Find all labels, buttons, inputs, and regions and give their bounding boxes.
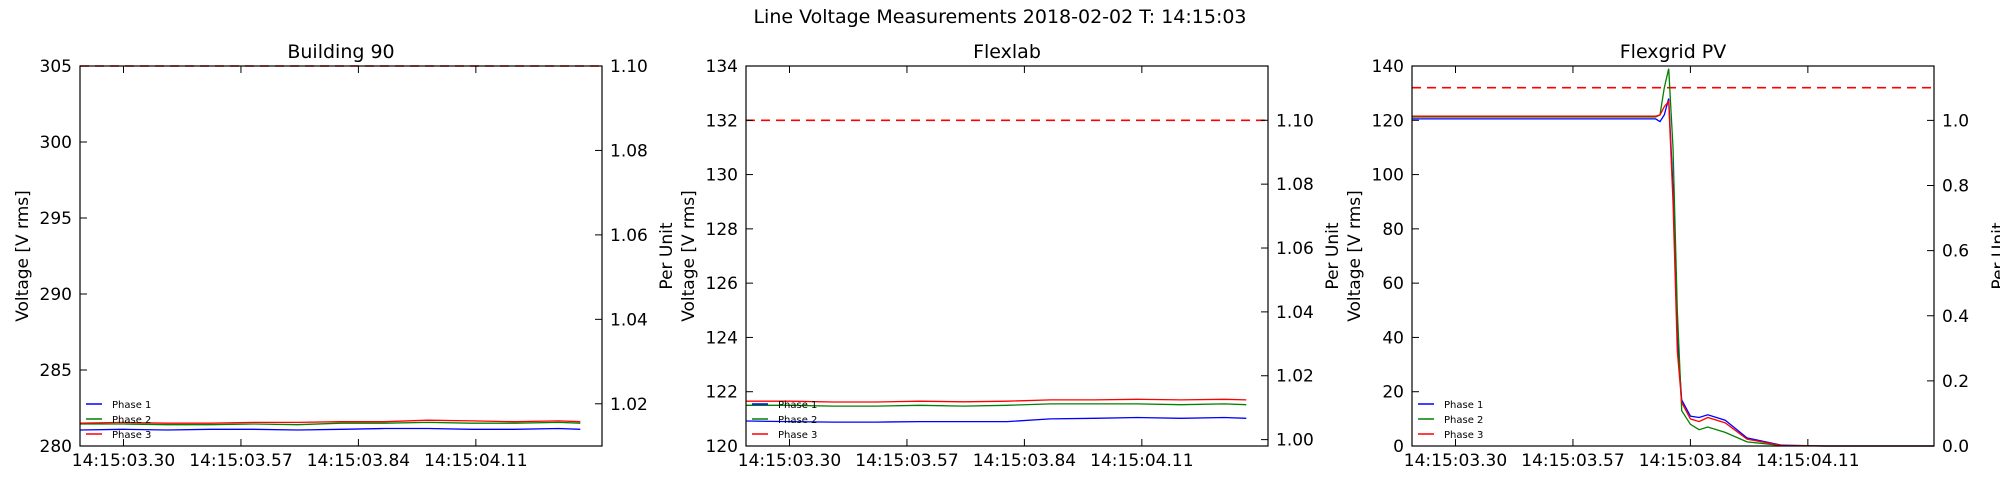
- y-tick-label: 290: [40, 285, 72, 305]
- legend-label-phase-3: Phase 3: [1444, 430, 1483, 441]
- y-tick-label: 280: [40, 437, 72, 457]
- y-tick-label: 285: [40, 361, 72, 381]
- y2-tick-label: 0.8: [1942, 177, 1969, 197]
- y2-tick-label: 1.06: [610, 226, 648, 246]
- plot-frame: [1411, 65, 1935, 447]
- legend-label-phase-2: Phase 2: [112, 415, 151, 426]
- legend-label-phase-2: Phase 2: [1444, 415, 1483, 426]
- y-tick-label: 132: [706, 111, 738, 131]
- x-tick-label: 14:15:03.57: [855, 451, 958, 471]
- figure-title: Line Voltage Measurements 2018-02-02 T: …: [753, 6, 1247, 28]
- y-tick-label: 60: [1382, 274, 1404, 294]
- y2-tick-label: 0.2: [1942, 372, 1969, 392]
- x-tick-label: 14:15:03.57: [189, 451, 292, 471]
- y-tick-label: 295: [40, 209, 72, 229]
- chart-title: Flexgrid PV: [1620, 41, 1727, 63]
- y-axis-label: Voltage [V rms]: [13, 190, 33, 322]
- x-tick-label: 14:15:03.57: [1521, 451, 1624, 471]
- legend-label-phase-1: Phase 1: [778, 400, 817, 411]
- y2-tick-label: 1.08: [1276, 175, 1314, 195]
- y-tick-label: 80: [1382, 220, 1404, 240]
- x-tick-label: 14:15:03.30: [72, 451, 175, 471]
- x-tick-label: 14:15:03.84: [307, 451, 410, 471]
- y-tick-label: 300: [40, 133, 72, 153]
- y-tick-label: 134: [706, 57, 738, 77]
- chart-building-90: Building 90 280 285 290 295 300 305 1.02 1.04 1.0…: [13, 41, 677, 471]
- legend-label-phase-3: Phase 3: [112, 430, 151, 441]
- x-tick-label: 14:15:03.30: [1404, 451, 1507, 471]
- y2-tick-label: 1.04: [610, 310, 648, 330]
- y-tick-label: 130: [706, 166, 738, 186]
- series-line-phase-2: [80, 421, 581, 426]
- y-tick-label: 20: [1382, 383, 1404, 403]
- series-line-phase-3: [746, 398, 1247, 403]
- y2-tick-label: 1.08: [610, 141, 648, 161]
- y2-axis-label: Per Unit: [1323, 222, 1343, 289]
- y2-tick-label: 1.02: [1276, 367, 1314, 387]
- chart-flexgrid-pv: Flexgrid PV 0 20 40 60 80 100 120 140 0.0 0.2 0.4 0.…: [1345, 41, 2000, 471]
- y-tick-label: 0: [1393, 437, 1404, 457]
- legend-label-phase-2: Phase 2: [778, 415, 817, 426]
- y-tick-label: 305: [40, 57, 72, 77]
- y-tick-label: 120: [706, 437, 738, 457]
- x-tick-label: 14:15:04.11: [424, 451, 527, 471]
- y2-tick-label: 1.06: [1276, 239, 1314, 259]
- series-line-phase-2: [1412, 68, 1934, 447]
- y-tick-label: 122: [706, 383, 738, 403]
- y2-tick-label: 0.4: [1942, 307, 1969, 327]
- chart-title: Building 90: [287, 41, 394, 63]
- y2-axis-label: Per Unit: [657, 222, 677, 289]
- x-tick-label: 14:15:04.11: [1756, 451, 1859, 471]
- x-tick-label: 14:15:03.84: [973, 451, 1076, 471]
- legend: Phase 1 Phase 2 Phase 3: [1418, 400, 1483, 441]
- x-tick-label: 14:15:03.84: [1639, 451, 1742, 471]
- chart-title: Flexlab: [973, 41, 1041, 63]
- y-tick-label: 126: [706, 274, 738, 294]
- plot-frame: [745, 65, 1269, 447]
- plot-frame: [79, 65, 603, 447]
- legend-label-phase-1: Phase 1: [112, 400, 151, 411]
- y-tick-label: 100: [1372, 166, 1404, 186]
- legend-label-phase-3: Phase 3: [778, 430, 817, 441]
- chart-flexlab: Flexlab 120 122 124 126 128 130 132 134 1.00 1.02 1…: [679, 41, 1343, 471]
- y-axis-label: Voltage [V rms]: [1345, 190, 1365, 322]
- y2-tick-label: 1.10: [610, 57, 648, 77]
- x-tick-label: 14:15:03.30: [738, 451, 841, 471]
- series-line-phase-1: [745, 416, 1247, 423]
- y-axis-label: Voltage [V rms]: [679, 190, 699, 322]
- y-tick-label: 40: [1382, 328, 1404, 348]
- y-tick-label: 124: [706, 328, 738, 348]
- y2-tick-label: 1.00: [1276, 431, 1314, 451]
- x-tick-label: 14:15:04.11: [1090, 451, 1193, 471]
- y-tick-label: 128: [706, 220, 738, 240]
- y-tick-label: 140: [1372, 57, 1404, 77]
- y2-tick-label: 1.10: [1276, 111, 1314, 131]
- y2-tick-label: 1.0: [1942, 111, 1969, 131]
- legend: Phase 1 Phase 2 Phase 3: [752, 400, 817, 441]
- y2-axis-label: Per Unit: [1989, 222, 2000, 289]
- legend: Phase 1 Phase 2 Phase 3: [86, 400, 151, 441]
- y-tick-label: 120: [1372, 111, 1404, 131]
- y2-tick-label: 0.6: [1942, 242, 1969, 262]
- y2-tick-label: 0.0: [1942, 437, 1969, 457]
- y2-tick-label: 1.02: [610, 395, 648, 415]
- series-line-phase-2: [746, 403, 1247, 407]
- y2-tick-label: 1.04: [1276, 303, 1314, 323]
- series-line-phase-1: [79, 427, 581, 431]
- legend-label-phase-1: Phase 1: [1444, 400, 1483, 411]
- series-line-phase-3: [79, 419, 581, 424]
